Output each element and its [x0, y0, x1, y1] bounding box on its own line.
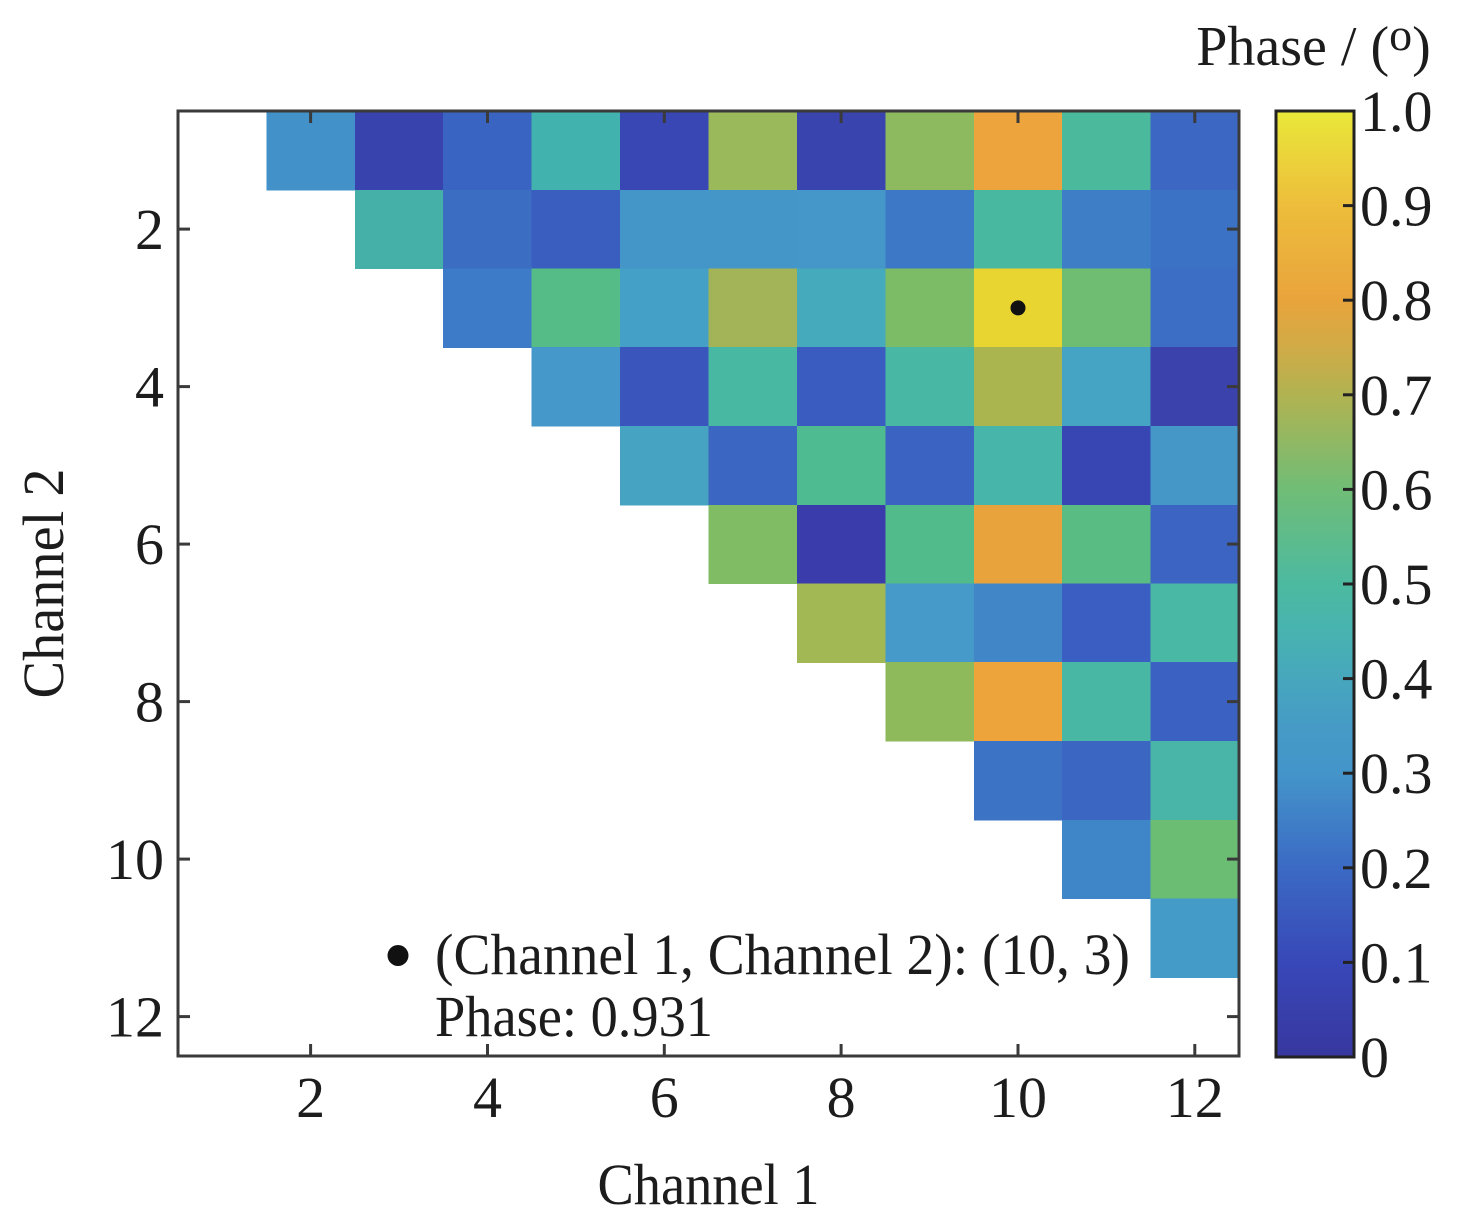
svg-text:0.5: 0.5 — [1360, 552, 1433, 617]
svg-text:0: 0 — [1360, 1025, 1389, 1090]
svg-text:0.3: 0.3 — [1360, 741, 1433, 806]
svg-text:10: 10 — [106, 827, 164, 892]
svg-text:10: 10 — [989, 1065, 1047, 1130]
svg-text:4: 4 — [135, 355, 164, 420]
svg-text:12: 12 — [106, 985, 164, 1050]
svg-text:0.1: 0.1 — [1360, 930, 1433, 995]
svg-text:0.4: 0.4 — [1360, 647, 1433, 712]
svg-text:12: 12 — [1166, 1065, 1224, 1130]
svg-text:0.6: 0.6 — [1360, 457, 1433, 522]
svg-text:4: 4 — [473, 1065, 502, 1130]
svg-text:0.9: 0.9 — [1360, 174, 1433, 239]
svg-text:2: 2 — [296, 1065, 325, 1130]
svg-text:6: 6 — [135, 512, 164, 577]
svg-text:8: 8 — [135, 670, 164, 735]
svg-text:0.2: 0.2 — [1360, 836, 1433, 901]
svg-text:Phase: 0.931: Phase: 0.931 — [435, 984, 713, 1049]
svg-text:8: 8 — [827, 1065, 856, 1130]
svg-text:0.8: 0.8 — [1360, 268, 1433, 333]
svg-text:Channel 1: Channel 1 — [598, 1152, 820, 1217]
svg-text:2: 2 — [135, 197, 164, 262]
svg-text:6: 6 — [650, 1065, 679, 1130]
svg-text:Channel 2: Channel 2 — [11, 469, 76, 699]
svg-text:1.0: 1.0 — [1360, 79, 1433, 144]
svg-text:0.7: 0.7 — [1360, 363, 1433, 428]
svg-text:(Channel 1, Channel 2): (10, 3: (Channel 1, Channel 2): (10, 3) — [435, 922, 1130, 987]
